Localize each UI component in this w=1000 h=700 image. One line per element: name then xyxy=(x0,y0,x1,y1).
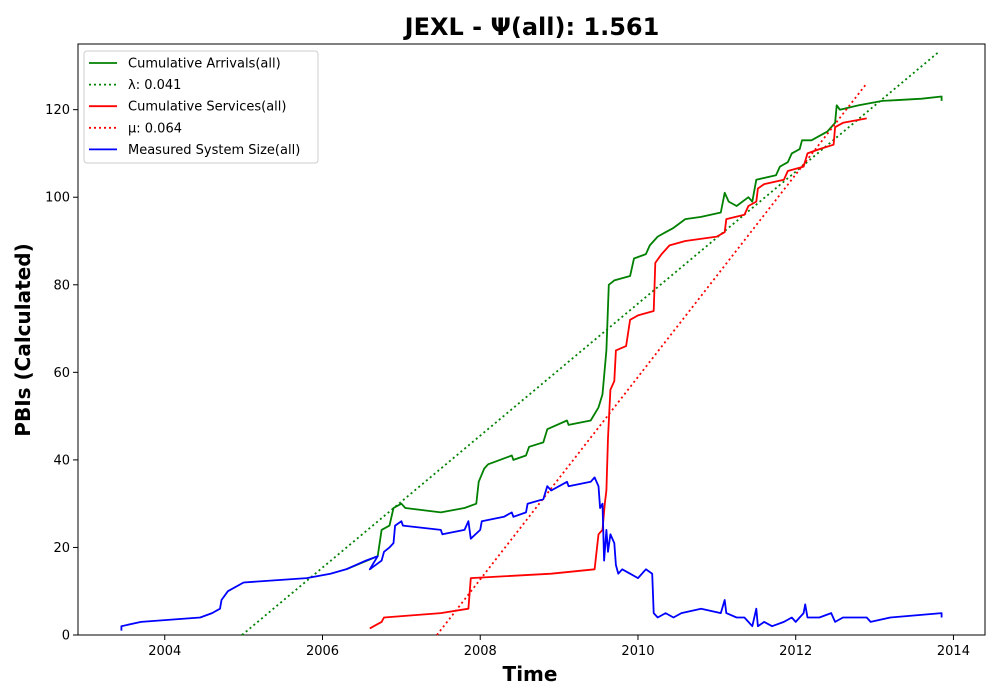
x-tick-label: 2008 xyxy=(464,644,497,659)
series-line-cumulative-services-all xyxy=(369,117,867,630)
series-layer xyxy=(120,52,943,636)
plot-area xyxy=(77,43,986,636)
legend-label: Measured System Size(all) xyxy=(128,143,300,158)
x-tick-label: 2004 xyxy=(148,644,181,659)
series-line-0-041 xyxy=(241,52,939,636)
legend-label: λ: 0.041 xyxy=(128,78,181,93)
legend-frame xyxy=(83,50,319,164)
series-line-measured-system-size-all xyxy=(120,476,943,631)
y-tick-label: 40 xyxy=(53,453,70,468)
y-axis-ticks: 0 20 40 60 80 100 120 xyxy=(45,103,78,644)
y-tick-label: 80 xyxy=(53,278,70,293)
x-tick-label: 2012 xyxy=(779,644,812,659)
y-tick-label: 60 xyxy=(53,366,70,381)
legend-label: Cumulative Services(all) xyxy=(128,100,286,115)
x-tick-label: 2014 xyxy=(937,644,970,659)
y-axis-label: PBIs (Calculated) xyxy=(11,243,35,436)
y-tick-label: 120 xyxy=(45,103,70,118)
legend-label: Cumulative Arrivals(all) xyxy=(128,57,281,72)
series-line-cumulative-arrivals-all xyxy=(345,95,943,571)
x-axis-label: Time xyxy=(503,662,558,686)
legend-label: μ: 0.064 xyxy=(128,121,182,136)
legend: Cumulative Arrivals(all) λ: 0.041 Cumulati… xyxy=(83,50,319,164)
y-tick-label: 20 xyxy=(53,541,70,556)
x-axis-ticks: 2004 2006 2008 2010 2012 2014 xyxy=(148,635,970,659)
x-tick-label: 2010 xyxy=(621,644,654,659)
series-line-0-064 xyxy=(436,82,868,636)
y-tick-label: 100 xyxy=(45,191,70,206)
y-tick-label: 0 xyxy=(62,629,70,644)
x-tick-label: 2006 xyxy=(306,644,339,659)
chart-title: JEXL - Ψ(all): 1.561 xyxy=(403,13,660,41)
